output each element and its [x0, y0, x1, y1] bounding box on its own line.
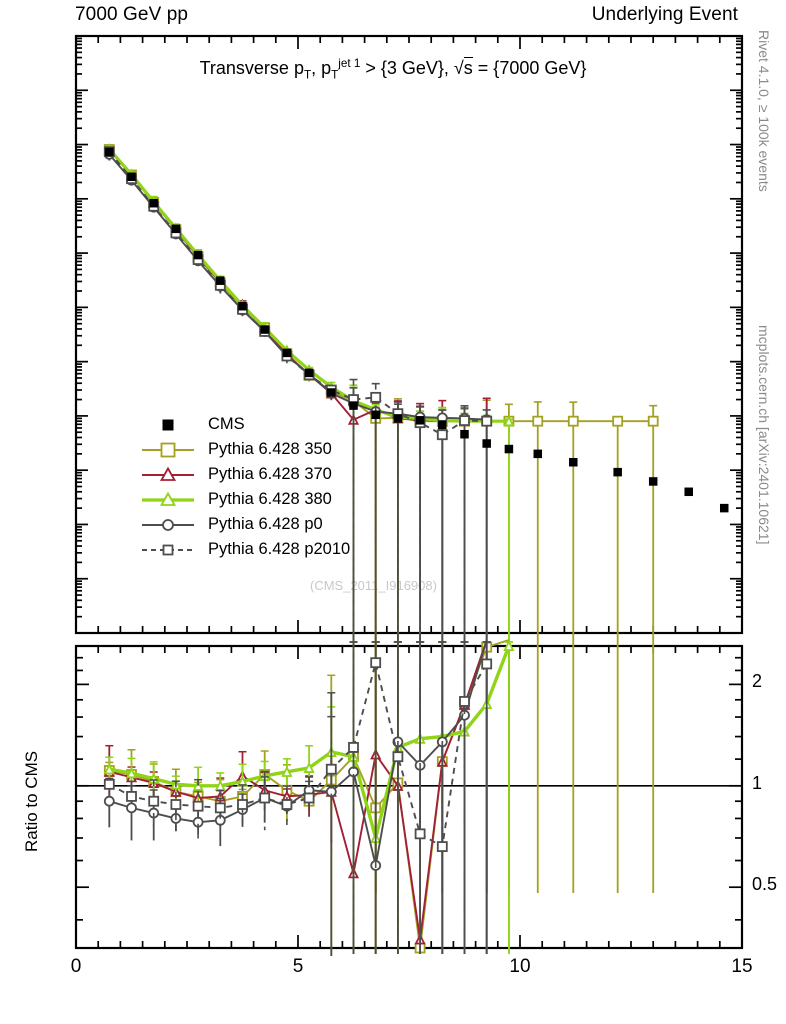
- ratio-y-tick-label-right: 1: [752, 772, 763, 793]
- legend-item-label: Pythia 6.428 350: [208, 440, 332, 458]
- ratio-series-pythia-6-428-p0: [103, 639, 491, 956]
- legend-key-icon: [140, 439, 196, 461]
- legend-key-icon: [140, 514, 196, 536]
- legend: CMS Pythia 6.428 350 Pythia 6.428 370 Pythi…: [140, 412, 350, 562]
- series-cms-data: [105, 147, 729, 513]
- legend-item-5[interactable]: Pythia 6.428 p2010: [140, 537, 350, 562]
- legend-item-1[interactable]: Pythia 6.428 350: [140, 437, 350, 462]
- legend-item-0[interactable]: CMS: [140, 412, 350, 437]
- x-tick-label: 0: [70, 956, 82, 977]
- legend-key-icon: [140, 414, 196, 436]
- legend-item-label: Pythia 6.428 370: [208, 465, 332, 483]
- x-tick-label: 15: [731, 956, 753, 977]
- axis-ticks: [75, 35, 743, 948]
- legend-key-icon: [140, 539, 196, 561]
- legend-item-3[interactable]: Pythia 6.428 380: [140, 487, 350, 512]
- legend-item-label: Pythia 6.428 p0: [208, 515, 323, 533]
- legend-key-icon: [140, 464, 196, 486]
- ratio-series-pythia-6-428-370: [103, 639, 491, 954]
- legend-item-label: CMS: [208, 415, 245, 433]
- legend-item-label: Pythia 6.428 p2010: [208, 540, 351, 558]
- legend-item-2[interactable]: Pythia 6.428 370: [140, 462, 350, 487]
- x-tick-label: 5: [292, 956, 304, 977]
- header-left-label: 7000 GeV pp: [75, 4, 189, 25]
- header-right-label: Underlying Event: [591, 4, 738, 25]
- analysis-id-watermark: (CMS_2011_I916908): [310, 578, 437, 593]
- legend-item-4[interactable]: Pythia 6.428 p0: [140, 512, 350, 537]
- ratio-series-layer: [103, 639, 515, 956]
- ratio-series-pythia-6-428-p2010: [103, 641, 493, 954]
- ratio-y-tick-label-right: 0.5: [752, 874, 778, 895]
- x-tick-label: 10: [509, 956, 531, 977]
- series-pythia-6-428-350: [103, 144, 659, 893]
- ratio-y-tick-label-right: 2: [752, 671, 763, 692]
- legend-key-icon: [140, 489, 196, 511]
- legend-item-label: Pythia 6.428 380: [208, 490, 332, 508]
- page-title: Transverse pT, pTjet 1 > {3 GeV}, √s = {…: [199, 57, 587, 82]
